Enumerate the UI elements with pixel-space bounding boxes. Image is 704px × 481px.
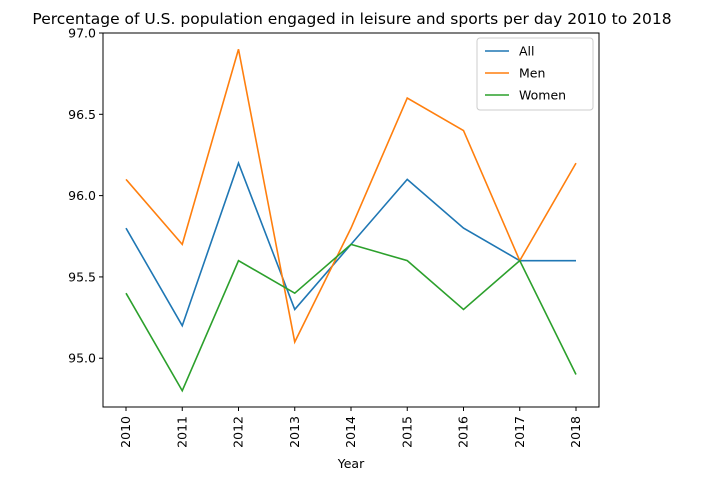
series-lines: [125, 49, 577, 393]
x-tick-label: 2012: [231, 416, 246, 448]
x-axis: 2010 2011 2012 2013 2014 2015 2016 2017 2018: [118, 407, 583, 448]
legend: All Men Women: [476, 37, 594, 111]
x-tick-label: 2015: [399, 416, 414, 448]
series-line-men: [125, 49, 577, 345]
y-tick-label: 97.0: [68, 26, 96, 41]
legend-label-all: All: [519, 44, 535, 59]
y-tick-label: 95.0: [68, 351, 96, 366]
series-line-women: [125, 243, 577, 393]
x-tick-label: 2011: [174, 416, 189, 448]
x-tick-label: 2013: [287, 416, 302, 448]
legend-label-men: Men: [519, 66, 545, 81]
x-tick-label: 2014: [343, 416, 358, 448]
x-tick-label: 2017: [512, 416, 527, 448]
x-axis-label: Year: [337, 456, 365, 471]
y-tick-label: 96.5: [68, 107, 96, 122]
x-tick-label: 2010: [118, 416, 133, 448]
legend-label-women: Women: [519, 88, 566, 103]
y-axis: 95.0 95.5 96.0 96.5 97.0: [68, 26, 103, 366]
y-tick-label: 96.0: [68, 188, 96, 203]
y-tick-label: 95.5: [68, 269, 96, 284]
chart-title: Percentage of U.S. population engaged in…: [32, 10, 671, 28]
x-tick-label: 2016: [456, 416, 471, 448]
legend-box: [476, 37, 594, 111]
x-tick-label: 2018: [568, 416, 583, 448]
